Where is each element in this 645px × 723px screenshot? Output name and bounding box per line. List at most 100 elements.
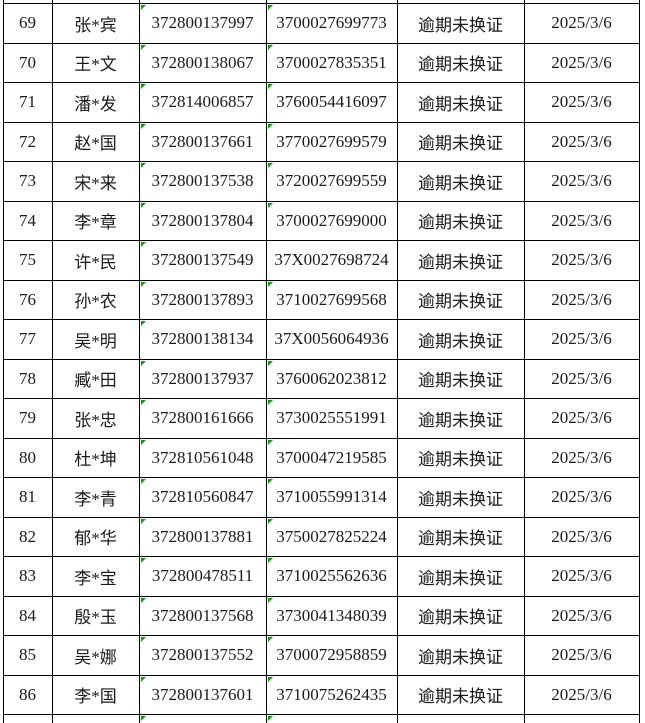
row-number-cell-text: 74 (19, 210, 36, 230)
table-row: 83 李*宝 372800478511 3710025562636 逾期未换证 2025/… (2, 557, 640, 597)
status-cell: 逾期未换证 (397, 596, 525, 636)
id-number-cell: 372800137568 (139, 596, 267, 636)
name-cell: 宋*来 (52, 162, 140, 202)
date-cell-text: 2025/3/6 (551, 210, 612, 230)
id-number-cell-text: 372800137881 (151, 526, 254, 546)
table-row: 74 李*章 372800137804 3700027699000 逾期未换证 2025/… (2, 201, 640, 241)
text-as-number-flag-icon (140, 163, 146, 168)
status-cell-text: 逾期未换证 (418, 529, 503, 549)
row-number-cell-text: 84 (19, 605, 36, 625)
record-number-cell-text: 3760062023812 (276, 368, 387, 388)
text-as-number-flag-icon (140, 123, 146, 129)
id-number-cell-text: 372810561048 (151, 447, 254, 467)
status-cell-text: 逾期未换证 (418, 331, 503, 351)
status-cell-text: 逾期未换证 (418, 568, 503, 588)
table-row: 80 杜*坤 372810561048 3700047219585 逾期未换证 2025/… (2, 438, 640, 478)
record-number-cell-text: 3710075262435 (276, 684, 387, 704)
id-number-cell-text: 372800138067 (151, 52, 254, 72)
date-cell-text: 2025/3/6 (551, 171, 612, 191)
record-number-cell-text: 37X0056064936 (274, 329, 389, 349)
id-number-cell-text: 372800161666 (151, 408, 254, 428)
name-cell: 李*宝 (52, 557, 140, 597)
id-number-cell: 372800137601 (139, 675, 267, 715)
status-cell-text: 逾期未换证 (418, 687, 503, 707)
id-number-cell: 372800161666 (139, 399, 267, 439)
date-cell: 2025/3/6 (524, 320, 640, 360)
date-cell: 2025/3/6 (524, 675, 640, 715)
text-as-number-flag-icon (267, 360, 273, 366)
status-cell: 逾期未换证 (397, 359, 525, 399)
id-number-cell-text: 372814006857 (151, 92, 254, 112)
name-cell: 杜*坤 (52, 438, 140, 478)
row-number-cell: 79 (2, 399, 53, 439)
date-cell: 2025/3/6 (524, 4, 640, 44)
row-number-cell: 72 (2, 122, 53, 162)
date-cell (524, 0, 640, 4)
text-as-number-flag-icon (267, 479, 273, 484)
record-number-cell-text: 3730041348039 (276, 605, 387, 625)
status-cell: 逾期未换证 (397, 399, 525, 439)
text-as-number-flag-icon (140, 597, 146, 603)
table-row: 73 宋*来 372800137538 3720027699559 逾期未换证 2025/… (2, 162, 640, 202)
row-number-cell: 73 (2, 162, 53, 202)
record-number-cell-text: 3700027835351 (276, 52, 387, 72)
date-cell: 2025/3/6 (524, 359, 640, 399)
date-cell: 2025/3/6 (524, 438, 640, 478)
record-number-cell: 3770027699579 (266, 122, 398, 162)
date-cell-text: 2025/3/6 (551, 92, 612, 112)
table-row: 70 王*文 372800138067 3700027835351 逾期未换证 2025/… (2, 43, 640, 83)
text-as-number-flag-icon (140, 518, 146, 524)
row-number-cell: 80 (2, 438, 53, 478)
id-number-cell: 372810561048 (139, 438, 267, 478)
row-number-cell-text: 85 (19, 645, 36, 665)
name-cell: 赵*国 (52, 122, 140, 162)
text-as-number-flag-icon (140, 44, 146, 50)
status-cell: 逾期未换证 (397, 4, 525, 44)
record-number-cell-text: 3710027699568 (276, 289, 387, 309)
table-row: 69 张*宾 372800137997 3700027699773 逾期未换证 2025/… (2, 4, 640, 44)
status-cell: 逾期未换证 (397, 83, 525, 123)
text-as-number-flag-icon (267, 637, 273, 642)
record-number-cell: 3710055991314 (266, 478, 398, 518)
record-number-cell-text: 3700027699000 (276, 210, 387, 230)
status-cell: 逾期未换证 (397, 241, 525, 281)
record-number-cell-text: 3700047219585 (276, 447, 387, 467)
status-cell: 逾期未换证 (397, 201, 525, 241)
row-number-cell-text: 76 (19, 289, 36, 309)
row-number-cell-text: 83 (19, 566, 36, 586)
text-as-number-flag-icon (140, 439, 146, 445)
id-number-cell-text: 372800137804 (151, 210, 254, 230)
status-cell-text: 逾期未换证 (418, 94, 503, 114)
row-number-cell-text: 81 (19, 487, 36, 507)
name-cell (52, 715, 140, 723)
record-number-cell-text: 3770027699579 (276, 131, 387, 151)
row-number-cell-text: 86 (19, 684, 36, 704)
record-number-cell: 3710075262435 (266, 675, 398, 715)
date-cell-text: 2025/3/6 (551, 368, 612, 388)
record-number-cell-text: 3720027699559 (276, 171, 387, 191)
name-cell-text: 孙*农 (74, 292, 117, 312)
row-number-cell-text: 69 (19, 13, 36, 33)
table-row: 86 李*国 372800137601 3710075262435 逾期未换证 2025/… (2, 675, 640, 715)
status-cell: 逾期未换证 (397, 438, 525, 478)
date-cell: 2025/3/6 (524, 162, 640, 202)
id-number-cell: 372810560847 (139, 478, 267, 518)
text-as-number-flag-icon (140, 84, 146, 89)
status-cell: 逾期未换证 (397, 557, 525, 597)
id-number-cell: 372800478511 (139, 557, 267, 597)
date-cell: 2025/3/6 (524, 280, 640, 320)
id-number-cell-text: 372800138134 (151, 329, 254, 349)
name-cell-text: 李*青 (74, 489, 117, 509)
row-number-cell-text: 71 (19, 92, 36, 112)
row-number-cell-text: 77 (19, 329, 36, 349)
name-cell: 郁*华 (52, 517, 140, 557)
row-number-cell: 85 (2, 636, 53, 676)
date-cell-text: 2025/3/6 (551, 605, 612, 625)
id-number-cell: 372800137881 (139, 517, 267, 557)
text-as-number-flag-icon (267, 439, 273, 445)
text-as-number-flag-icon (267, 716, 273, 721)
id-number-cell-text: 372800137997 (151, 13, 254, 33)
text-as-number-flag-icon (267, 676, 273, 682)
